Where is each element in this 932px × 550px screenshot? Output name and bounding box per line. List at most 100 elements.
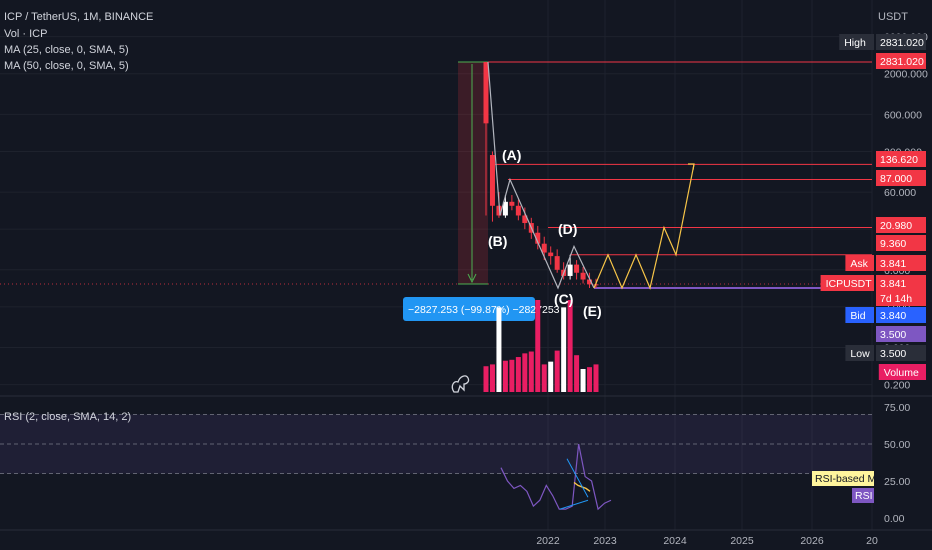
price-tag bbox=[876, 151, 926, 167]
price-tag bbox=[876, 345, 926, 361]
volume-bar bbox=[522, 353, 528, 392]
price-tag-value: 9.360 bbox=[880, 238, 906, 250]
measure-tool: −2827.253 (−99.87%) −2827253 bbox=[403, 61, 560, 321]
volume-bar bbox=[541, 364, 547, 392]
price-tag bbox=[876, 275, 926, 291]
rsi-trend-line bbox=[559, 499, 589, 510]
measure-box bbox=[458, 62, 488, 284]
rsi-tick-label: 50.00 bbox=[884, 439, 910, 451]
rsi-tick-label: 75.00 bbox=[884, 402, 910, 414]
price-tag bbox=[876, 34, 926, 50]
candle-body bbox=[548, 252, 554, 257]
price-tag bbox=[876, 235, 926, 251]
price-tag-value: 3.841 bbox=[880, 258, 906, 270]
rsi-tick-label: 0.00 bbox=[884, 513, 905, 525]
price-tag bbox=[876, 217, 926, 233]
projection-arrow-head bbox=[688, 163, 695, 171]
price-tag bbox=[876, 255, 926, 271]
volume-bar bbox=[502, 360, 508, 392]
volume-bar bbox=[535, 300, 541, 392]
rsi-trend-line bbox=[566, 458, 589, 498]
price-tag-value: 136.620 bbox=[880, 154, 918, 166]
price-tag bbox=[876, 53, 926, 69]
price-tag-value: 87.000 bbox=[880, 173, 912, 185]
candle-body bbox=[515, 205, 521, 216]
candle-body bbox=[554, 256, 560, 270]
logo-icon bbox=[451, 375, 470, 393]
rsi-tick-label: 25.00 bbox=[884, 476, 910, 488]
volume-bar bbox=[574, 355, 580, 392]
rsi-line bbox=[500, 443, 612, 511]
price-tick-label: 0.200 bbox=[884, 380, 910, 392]
volume-bar bbox=[483, 366, 489, 392]
price-tick-label: 60.000 bbox=[884, 187, 916, 199]
volume-bar bbox=[593, 364, 599, 392]
wave-label: (C) bbox=[554, 291, 573, 307]
price-tag-label: High bbox=[844, 37, 866, 49]
price-tag-value: 3.500 bbox=[880, 329, 906, 341]
volume-bar bbox=[509, 359, 515, 392]
price-tick-label: 600.000 bbox=[884, 109, 922, 121]
wave-path bbox=[487, 61, 595, 290]
measure-arrow-head bbox=[467, 273, 477, 284]
candle-body bbox=[541, 243, 547, 253]
time-tick-label: 2024 bbox=[663, 535, 687, 547]
time-tick-label: 2025 bbox=[730, 535, 754, 547]
wave-label: (D) bbox=[558, 221, 577, 237]
price-tick-label: 2000.000 bbox=[884, 69, 928, 81]
time-tick-label: 2022 bbox=[536, 535, 560, 547]
rsi-tag bbox=[852, 488, 874, 503]
price-tag-label-box bbox=[845, 345, 874, 361]
price-tag bbox=[876, 170, 926, 186]
time-tick-label: 20 bbox=[866, 535, 878, 547]
price-tags: 2831.020 High 2831.020 136.620 87.000 20.980 9… bbox=[812, 34, 926, 503]
wave-label: (B) bbox=[488, 233, 507, 249]
volume-bar bbox=[548, 361, 554, 392]
rsi-tag-label: RSI bbox=[855, 490, 873, 502]
candle-body bbox=[502, 201, 508, 216]
price-tag-label-box bbox=[845, 307, 874, 323]
candle-body bbox=[522, 215, 528, 224]
price-tag-value: 20.980 bbox=[880, 220, 912, 232]
volume-bar bbox=[528, 351, 534, 392]
measure-label-box bbox=[403, 297, 535, 321]
indicator-ma-25[interactable]: MA (25, close, 0, SMA, 5) bbox=[4, 44, 129, 56]
candle-body bbox=[496, 205, 502, 216]
price-tag-label: ICPUSDT bbox=[826, 278, 873, 290]
currency-label: USDT bbox=[878, 11, 908, 23]
symbol-title[interactable]: ICP / TetherUS, 1M, BINANCE bbox=[4, 11, 154, 23]
volume-bars bbox=[483, 300, 599, 392]
rsi-ma-tag bbox=[812, 471, 874, 486]
candle-body bbox=[593, 284, 599, 286]
volume-bar bbox=[489, 364, 495, 392]
time-tick-label: 2023 bbox=[593, 535, 617, 547]
volume-bar bbox=[554, 350, 560, 392]
measure-label: −2827.253 (−99.87%) −2827253 bbox=[408, 304, 560, 316]
price-tag bbox=[876, 307, 926, 323]
candle-body bbox=[535, 232, 541, 244]
indicator-volume[interactable]: Vol · ICP bbox=[4, 28, 48, 40]
indicator-ma-50[interactable]: MA (50, close, 0, SMA, 5) bbox=[4, 60, 129, 72]
volume-bar bbox=[580, 369, 586, 392]
price-tag-label-box bbox=[839, 34, 874, 50]
price-tag-label: Ask bbox=[850, 258, 868, 270]
rsi-title[interactable]: RSI (2, close, SMA, 14, 2) bbox=[4, 411, 132, 423]
price-tag bbox=[876, 326, 926, 342]
price-tag-value: 3.840 bbox=[880, 310, 906, 322]
candle-body bbox=[489, 155, 495, 206]
wave-label: (E) bbox=[583, 303, 602, 319]
price-tag-label: Low bbox=[850, 348, 870, 360]
candle-body bbox=[483, 62, 489, 124]
candle-body bbox=[567, 264, 573, 276]
volume-bar bbox=[515, 357, 521, 392]
price-tag-label-box bbox=[878, 364, 926, 380]
price-tag-value: 2831.020 bbox=[880, 37, 924, 49]
price-tag-value: 2831.020 bbox=[880, 56, 924, 68]
candle-body bbox=[587, 279, 593, 285]
time-axis[interactable]: 2022 2023 2024 2025 2026 20 bbox=[536, 535, 878, 547]
wave-label: (A) bbox=[502, 147, 521, 163]
volume-bar bbox=[561, 307, 567, 392]
price-tag-value: 3.500 bbox=[880, 348, 906, 360]
